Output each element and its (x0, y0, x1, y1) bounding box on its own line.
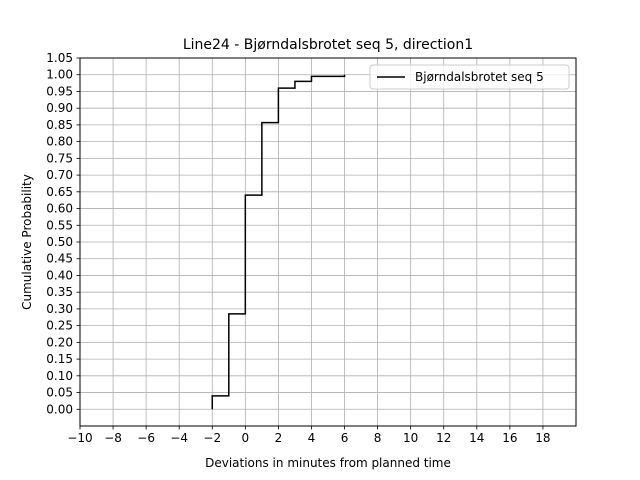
grid (79, 57, 576, 426)
series-layer (211, 74, 346, 410)
x-tick-label: 2 (275, 431, 283, 445)
y-tick-label: 0.75 (46, 151, 73, 165)
x-tick-label: 8 (374, 431, 382, 445)
x-tick-label: −6 (137, 431, 155, 445)
y-tick-label: 0.20 (46, 335, 73, 349)
x-tick-label: 16 (502, 431, 517, 445)
y-tick-label: 0.25 (46, 319, 73, 333)
x-tick-label: 6 (341, 431, 349, 445)
y-tick-label: 0.35 (46, 285, 73, 299)
y-tick-label: 0.70 (46, 168, 73, 182)
legend-box (369, 64, 570, 90)
y-tick-label: 0.90 (46, 101, 73, 115)
x-tick-label: 10 (403, 431, 418, 445)
x-tick-label: 0 (242, 431, 250, 445)
x-tick-label: −4 (170, 431, 188, 445)
x-tick-label: 4 (308, 431, 316, 445)
y-tick-label: 1.05 (46, 51, 73, 65)
legend-entry-label: Bjørndalsbrotet seq 5 (415, 70, 544, 84)
x-tick-label: 18 (535, 431, 550, 445)
y-tick-label: 0.95 (46, 84, 73, 98)
x-axis-ticks: −10 −8 −6 −4 −2 0 2 4 6 8 10 12 14 16 18 (67, 426, 551, 445)
y-tick-label: 0.10 (46, 369, 73, 383)
y-tick-label: 0.40 (46, 268, 73, 282)
x-tick-label: −8 (104, 431, 122, 445)
y-axis-label: Cumulative Probability (20, 174, 34, 310)
chart-title: Line24 - Bjørndalsbrotet seq 5, directio… (183, 37, 473, 53)
y-tick-label: 0.15 (46, 352, 73, 366)
y-tick-label: 0.85 (46, 118, 73, 132)
y-tick-label: 0.55 (46, 218, 73, 232)
y-tick-label: 0.50 (46, 235, 73, 249)
x-tick-label: −2 (203, 431, 221, 445)
y-tick-label: 0.00 (46, 402, 73, 416)
y-axis-ticks: 0.00 0.05 0.10 0.15 0.20 0.25 0.30 0.35 0.40 0.45… (46, 51, 80, 416)
x-axis-label: Deviations in minutes from planned time (205, 456, 451, 470)
y-tick-label: 0.45 (46, 252, 73, 266)
y-tick-label: 0.30 (46, 302, 73, 316)
y-tick-label: 0.05 (46, 386, 73, 400)
x-tick-label: 12 (436, 431, 451, 445)
series-line (211, 74, 346, 410)
y-tick-label: 0.80 (46, 135, 73, 149)
y-tick-label: 1.00 (46, 68, 73, 82)
y-tick-label: 0.60 (46, 202, 73, 216)
y-tick-label: 0.65 (46, 185, 73, 199)
x-tick-label: 14 (469, 431, 484, 445)
legend: Bjørndalsbrotet seq 5 (369, 64, 570, 90)
x-tick-label: −10 (67, 431, 92, 445)
